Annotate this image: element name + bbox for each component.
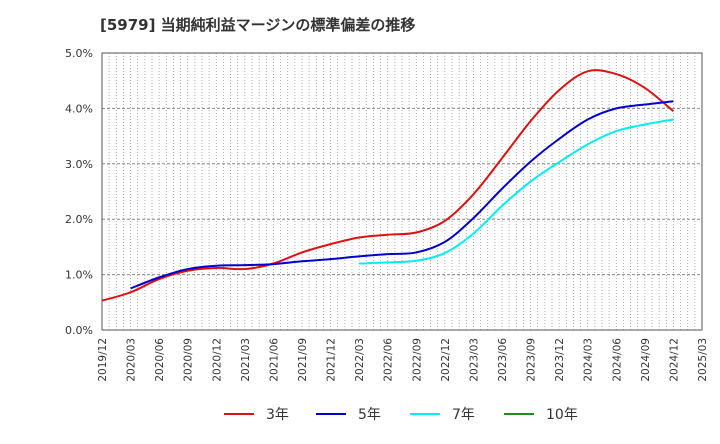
x-tick-label: 2019/12 [97,338,109,382]
x-tick-label: 2023/12 [554,338,566,382]
legend-label: 5年 [358,407,381,423]
x-tick-label: 2023/09 [526,338,538,382]
x-tick-label: 2023/03 [468,338,480,382]
x-tick-label: 2022/03 [354,338,366,382]
y-tick-label: 1.0% [65,269,93,282]
legend-label: 10年 [546,407,578,423]
legend-item: 3年 [224,407,289,423]
x-tick-label: 2020/03 [126,338,138,382]
y-tick-label: 4.0% [65,102,93,115]
x-tick-label: 2022/06 [383,338,395,382]
legend-item: 10年 [504,407,578,423]
x-tick-label: 2021/03 [240,338,252,382]
series-line-3 [359,118,674,265]
x-tick-label: 2024/09 [640,338,652,382]
legend-label: 3年 [266,407,289,423]
series-line-2 [130,100,674,290]
horizontal-grid [102,107,702,276]
x-tick-label: 2020/09 [183,338,195,382]
x-tick-label: 2023/06 [497,338,509,382]
chart-title: [5979] 当期純利益マージンの標準偏差の推移 [100,16,416,34]
x-tick-label: 2024/06 [611,338,623,382]
legend-item: 7年 [410,407,475,423]
x-tick-label: 2020/12 [211,338,223,382]
y-tick-label: 3.0% [65,158,93,171]
x-tick-label: 2025/03 [697,338,709,382]
x-tick-label: 2024/12 [668,338,680,382]
y-tick-label: 5.0% [65,47,93,60]
series-line-1 [101,69,675,302]
legend-label: 7年 [452,407,475,423]
plot-border [101,52,703,331]
vertical-grid [108,53,696,330]
legend-item: 5年 [316,407,381,423]
x-tick-label: 2021/12 [326,338,338,382]
y-tick-label: 2.0% [65,213,93,226]
x-tick-label: 2022/12 [440,338,452,382]
x-tick-label: 2021/06 [268,338,280,382]
x-tick-label: 2022/09 [411,338,423,382]
x-tick-label: 2024/03 [583,338,595,382]
x-tick-label: 2020/06 [154,338,166,382]
x-tick-label: 2021/09 [297,338,309,382]
y-tick-label: 0.0% [65,324,93,337]
